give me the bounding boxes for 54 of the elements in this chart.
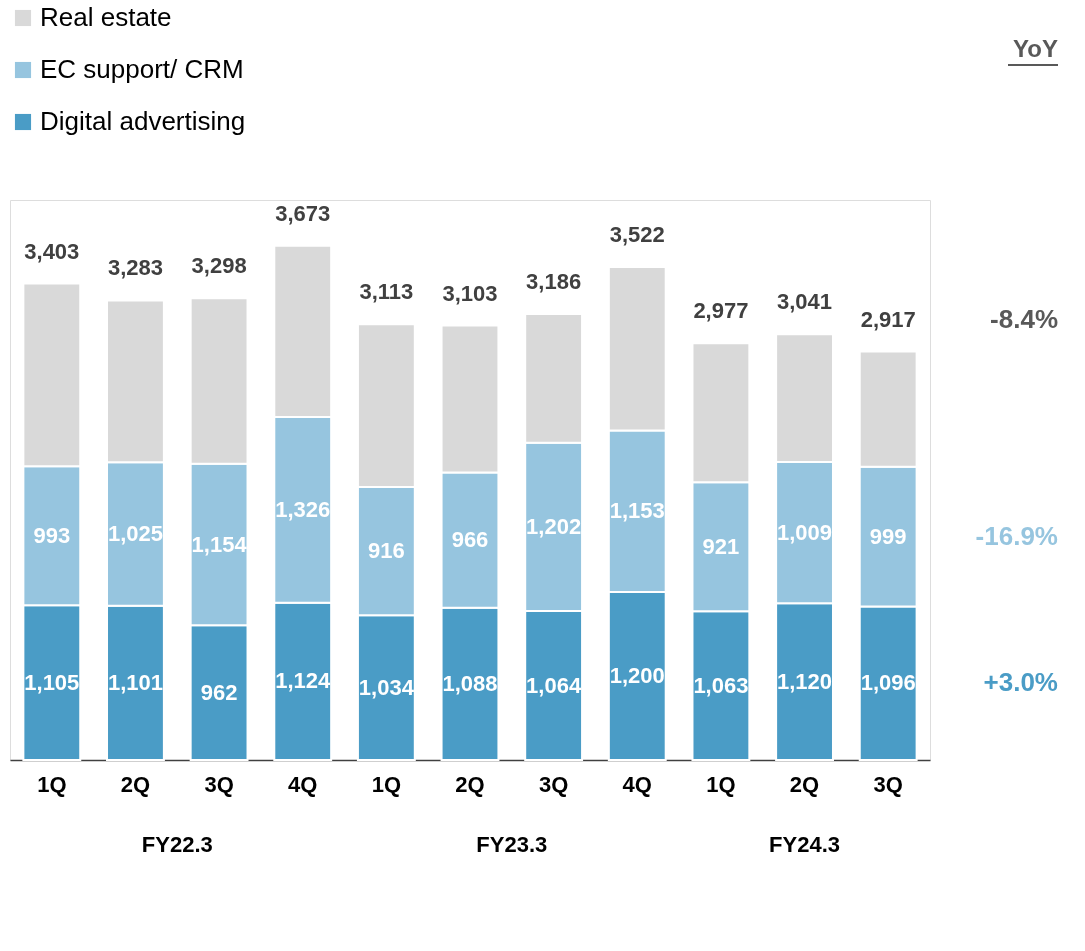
legend-label: EC support/ CRM (40, 54, 244, 84)
total-label: 3,298 (191, 253, 247, 279)
data-label: 962 (200, 679, 238, 705)
data-label: 1,034 (358, 674, 415, 700)
x-tick-label: 3Q (204, 771, 234, 797)
data-label: 1,096 (860, 670, 916, 696)
total-label: 3,673 (275, 200, 331, 226)
data-label: 1,202 (526, 513, 582, 539)
data-label: 1,101 (107, 669, 163, 695)
data-label: 1,088 (442, 670, 498, 696)
x-tick-label: 4Q (288, 771, 318, 797)
data-label: 1,009 (777, 519, 833, 545)
legend-label: Real estate (40, 2, 172, 32)
data-label: 993 (33, 522, 71, 548)
text: YoY (1013, 35, 1058, 62)
data-label: 966 (451, 527, 489, 553)
x-tick-label: 1Q (706, 771, 736, 797)
total-label: 3,186 (526, 268, 582, 294)
total-label: 3,103 (442, 280, 498, 306)
x-tick-label: 3Q (873, 771, 903, 797)
text: -16.9% (975, 520, 1058, 551)
x-tick-label: 1Q (371, 771, 402, 797)
data-label: 999 (869, 523, 907, 549)
x-tick-label: 2Q (120, 771, 151, 797)
total-label: 2,917 (860, 306, 916, 332)
data-label: 1,200 (609, 663, 665, 688)
x-tick-label: 3Q (538, 771, 569, 797)
data-label: 1,153 (609, 498, 665, 524)
data-label: 1,120 (777, 668, 833, 694)
text: +3.0% (983, 667, 1058, 698)
data-label: 1,064 (526, 672, 582, 698)
data-label: 1,154 (191, 531, 248, 557)
data-label: 1,063 (693, 672, 749, 698)
total-label: 3,522 (609, 221, 665, 247)
total-label: 3,283 (107, 255, 163, 281)
data-label: 921 (702, 533, 740, 559)
data-label: 916 (368, 538, 405, 564)
x-tick-label: 2Q (455, 771, 485, 797)
x-tick-label: 4Q (622, 771, 652, 797)
data-label: 1,124 (275, 668, 332, 694)
legend-label: Digital advertising (40, 106, 246, 136)
total-label: 3,041 (777, 289, 833, 315)
total-label: 3,403 (24, 238, 80, 264)
x-tick-label: 2Q (789, 771, 820, 797)
data-label: 1,326 (275, 496, 331, 522)
total-label: 3,113 (359, 279, 414, 305)
total-label: 2,977 (693, 298, 749, 324)
text: FY24.3 (769, 832, 841, 857)
text: -8.4% (990, 303, 1058, 334)
text: FY23.3 (476, 832, 548, 857)
text: FY22.3 (141, 832, 213, 857)
data-label: 1,105 (24, 669, 80, 695)
x-tick-label: 1Q (37, 771, 67, 797)
data-label: 1,025 (107, 521, 163, 547)
